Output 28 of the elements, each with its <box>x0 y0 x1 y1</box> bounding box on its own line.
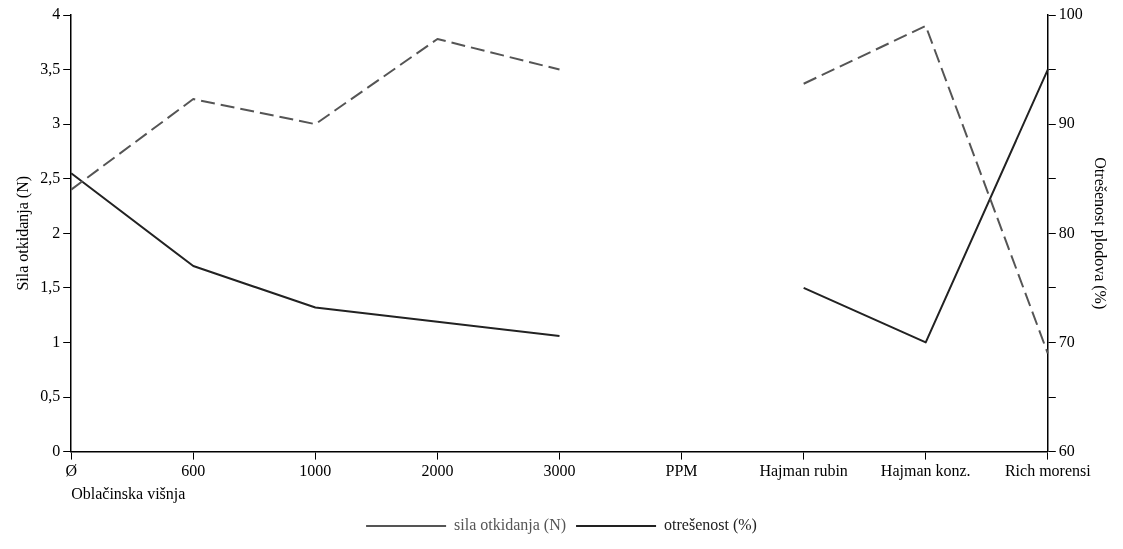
x-tick-label: Rich morensi <box>1004 462 1092 480</box>
y-tick-label: 2 <box>52 223 61 241</box>
x-tick-label: PPM <box>665 462 698 480</box>
y2-tick-label: 80 <box>1058 223 1075 241</box>
x-tick-label: Hajman rubin <box>759 462 848 481</box>
x-tick-label: Ø <box>65 462 77 480</box>
x-axis-title: Oblačinska višnja <box>71 484 186 503</box>
y2-tick-label: 100 <box>1058 5 1083 23</box>
x-tick-label: 2000 <box>421 462 454 480</box>
y-tick-label: 3 <box>52 114 61 132</box>
y-tick-label: 3,5 <box>40 59 61 77</box>
x-tick-label: Hajman konz. <box>880 462 971 481</box>
y-axis-title: Sila otkidanja (N) <box>13 175 32 291</box>
y2-axis-title: Otrešenost plodova (%) <box>1091 157 1110 310</box>
y2-tick-label: 60 <box>1058 441 1075 459</box>
legend-label: sila otkidanja (N) <box>454 516 567 535</box>
x-tick-label: 1000 <box>299 462 332 480</box>
x-tick-label: 600 <box>181 462 206 480</box>
text: otrešenost (%) <box>664 516 757 535</box>
y-tick-label: 2,5 <box>40 168 61 186</box>
x-tick-label: 3000 <box>543 462 576 480</box>
y2-tick-label: 90 <box>1058 114 1075 132</box>
y-tick-label: 0,5 <box>40 387 61 405</box>
y-tick-label: 1,5 <box>40 278 61 296</box>
y-tick-label: 4 <box>52 5 61 23</box>
y2-tick-label: 70 <box>1058 332 1075 350</box>
y-tick-label: 0 <box>52 441 61 459</box>
y-tick-label: 1 <box>52 332 61 350</box>
